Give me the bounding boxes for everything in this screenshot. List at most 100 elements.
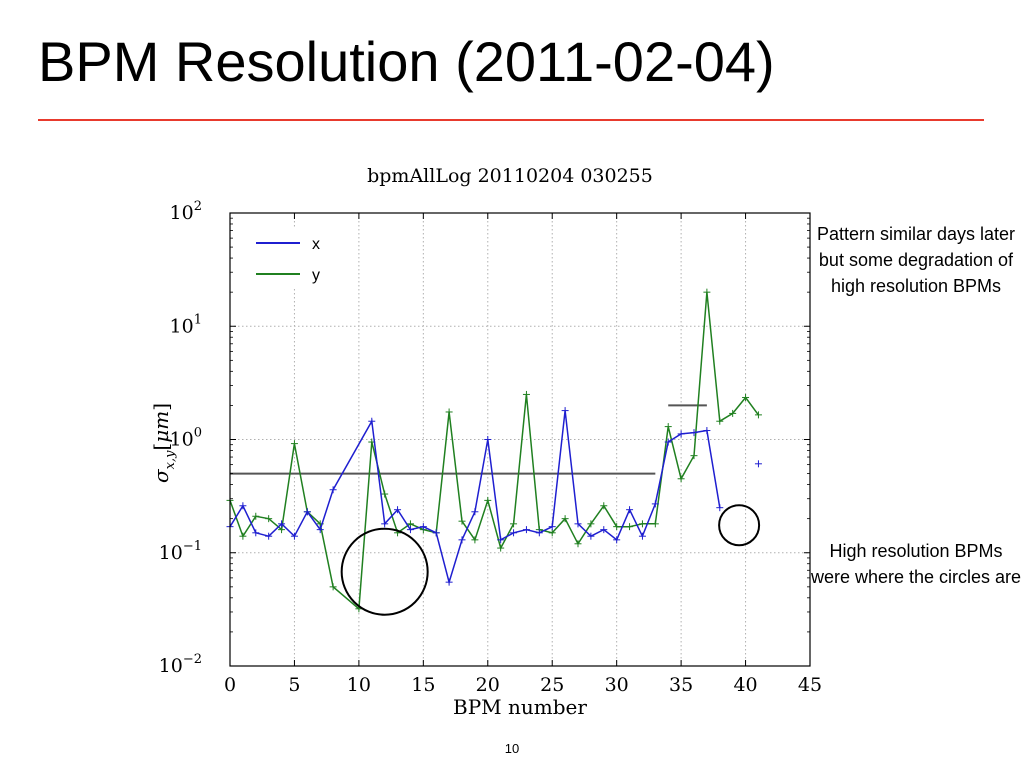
- page-number: 10: [504, 741, 520, 756]
- data-point: [613, 536, 621, 544]
- data-point: [278, 520, 286, 528]
- data-point: [638, 532, 646, 540]
- y-tick-label: 10−2: [159, 652, 202, 677]
- data-point: [484, 436, 492, 443]
- data-point: [432, 529, 440, 537]
- x-tick-label: 25: [540, 674, 564, 696]
- data-point: [587, 520, 595, 528]
- annotation-circle: [718, 504, 761, 547]
- data-point: [239, 502, 247, 510]
- data-point: [522, 390, 530, 398]
- data-point: [716, 417, 724, 425]
- x-tick-label: 45: [798, 674, 822, 696]
- data-point: [561, 407, 569, 415]
- note-high-resolution-bpms: High resolution BPMs were where the circ…: [810, 541, 1022, 587]
- x-tick-label: 20: [476, 674, 500, 696]
- data-point: [316, 526, 324, 534]
- data-point: [445, 578, 453, 586]
- y-tick-label: 102: [170, 199, 202, 224]
- data-point: [742, 393, 750, 401]
- data-point: [613, 523, 621, 531]
- legend-label-x: x: [312, 236, 320, 253]
- tick-labels: 0 5 10 15 20 25 30 35 40 45 10−2 10−1 100 101 102: [159, 199, 822, 696]
- data-point: [703, 427, 711, 435]
- legend-box: [246, 228, 332, 288]
- data-point: [471, 536, 479, 544]
- series-x: [226, 407, 762, 586]
- y-tick-label: 10−1: [159, 539, 202, 564]
- series-layer: [226, 288, 762, 613]
- data-point: [600, 526, 608, 534]
- y-axis-label-sub: x,y: [163, 450, 178, 469]
- data-point: [561, 515, 569, 523]
- data-point: [252, 512, 260, 520]
- data-point: [600, 502, 608, 510]
- data-point: [381, 490, 389, 498]
- data-point: [664, 438, 672, 446]
- data-point: [290, 532, 298, 540]
- data-point: [381, 520, 389, 528]
- data-point: [574, 520, 582, 528]
- chart-title: bpmAllLog 20110204 030255: [367, 165, 653, 187]
- data-point: [754, 460, 762, 468]
- y-axis-label-sigma: σ: [149, 468, 173, 483]
- data-point: [458, 517, 466, 525]
- data-point: [548, 529, 556, 537]
- x-axis-label: BPM number: [453, 695, 587, 719]
- data-point: [522, 526, 530, 534]
- data-point: [497, 536, 505, 544]
- data-point: [535, 529, 543, 537]
- data-point: [626, 523, 634, 531]
- y-axis-label: σx,y[μm]: [149, 403, 178, 483]
- note-pattern-similar: Pattern similar days later but some degr…: [816, 224, 1016, 296]
- x-tick-label: 15: [411, 674, 435, 696]
- data-point: [587, 532, 595, 540]
- data-point: [626, 506, 634, 514]
- data-point: [290, 440, 298, 448]
- y-tick-label: 100: [170, 426, 202, 451]
- data-point: [265, 532, 273, 540]
- data-point: [329, 486, 337, 494]
- x-tick-label: 30: [605, 674, 629, 696]
- annotation-circles: [340, 504, 761, 616]
- x-tick-label: 5: [288, 674, 300, 696]
- data-point: [690, 452, 698, 460]
- data-point: [406, 526, 414, 534]
- data-point: [394, 506, 402, 514]
- data-point: [265, 515, 273, 523]
- data-point: [703, 288, 711, 296]
- slide-title: BPM Resolution (2011-02-04): [38, 30, 775, 93]
- data-point: [458, 536, 466, 544]
- data-point: [574, 540, 582, 548]
- data-point: [368, 417, 376, 425]
- data-point: [510, 529, 518, 537]
- data-point: [754, 411, 762, 419]
- data-point: [548, 523, 556, 531]
- data-point: [329, 583, 337, 591]
- data-point: [729, 409, 737, 417]
- annotation-circle: [340, 527, 429, 616]
- legend-label-y: y: [312, 267, 320, 284]
- series-line-y: [229, 292, 760, 611]
- data-point: [484, 496, 492, 504]
- data-point: [510, 520, 518, 528]
- legend: x y: [246, 228, 332, 288]
- data-point: [471, 508, 479, 516]
- data-point: [716, 504, 724, 512]
- title-divider: [38, 119, 984, 121]
- tick-marks: [229, 212, 811, 667]
- data-point: [677, 475, 685, 483]
- y-axis-label-unit: [: [149, 443, 173, 451]
- data-point: [651, 500, 659, 508]
- data-point: [638, 520, 646, 528]
- data-point: [239, 532, 247, 540]
- series-y: [226, 288, 762, 613]
- data-point: [303, 508, 311, 516]
- data-point: [664, 423, 672, 431]
- x-tick-label: 35: [669, 674, 693, 696]
- data-point: [651, 520, 659, 528]
- data-point: [445, 408, 453, 416]
- data-point: [497, 544, 505, 552]
- series-line-x: [229, 410, 721, 585]
